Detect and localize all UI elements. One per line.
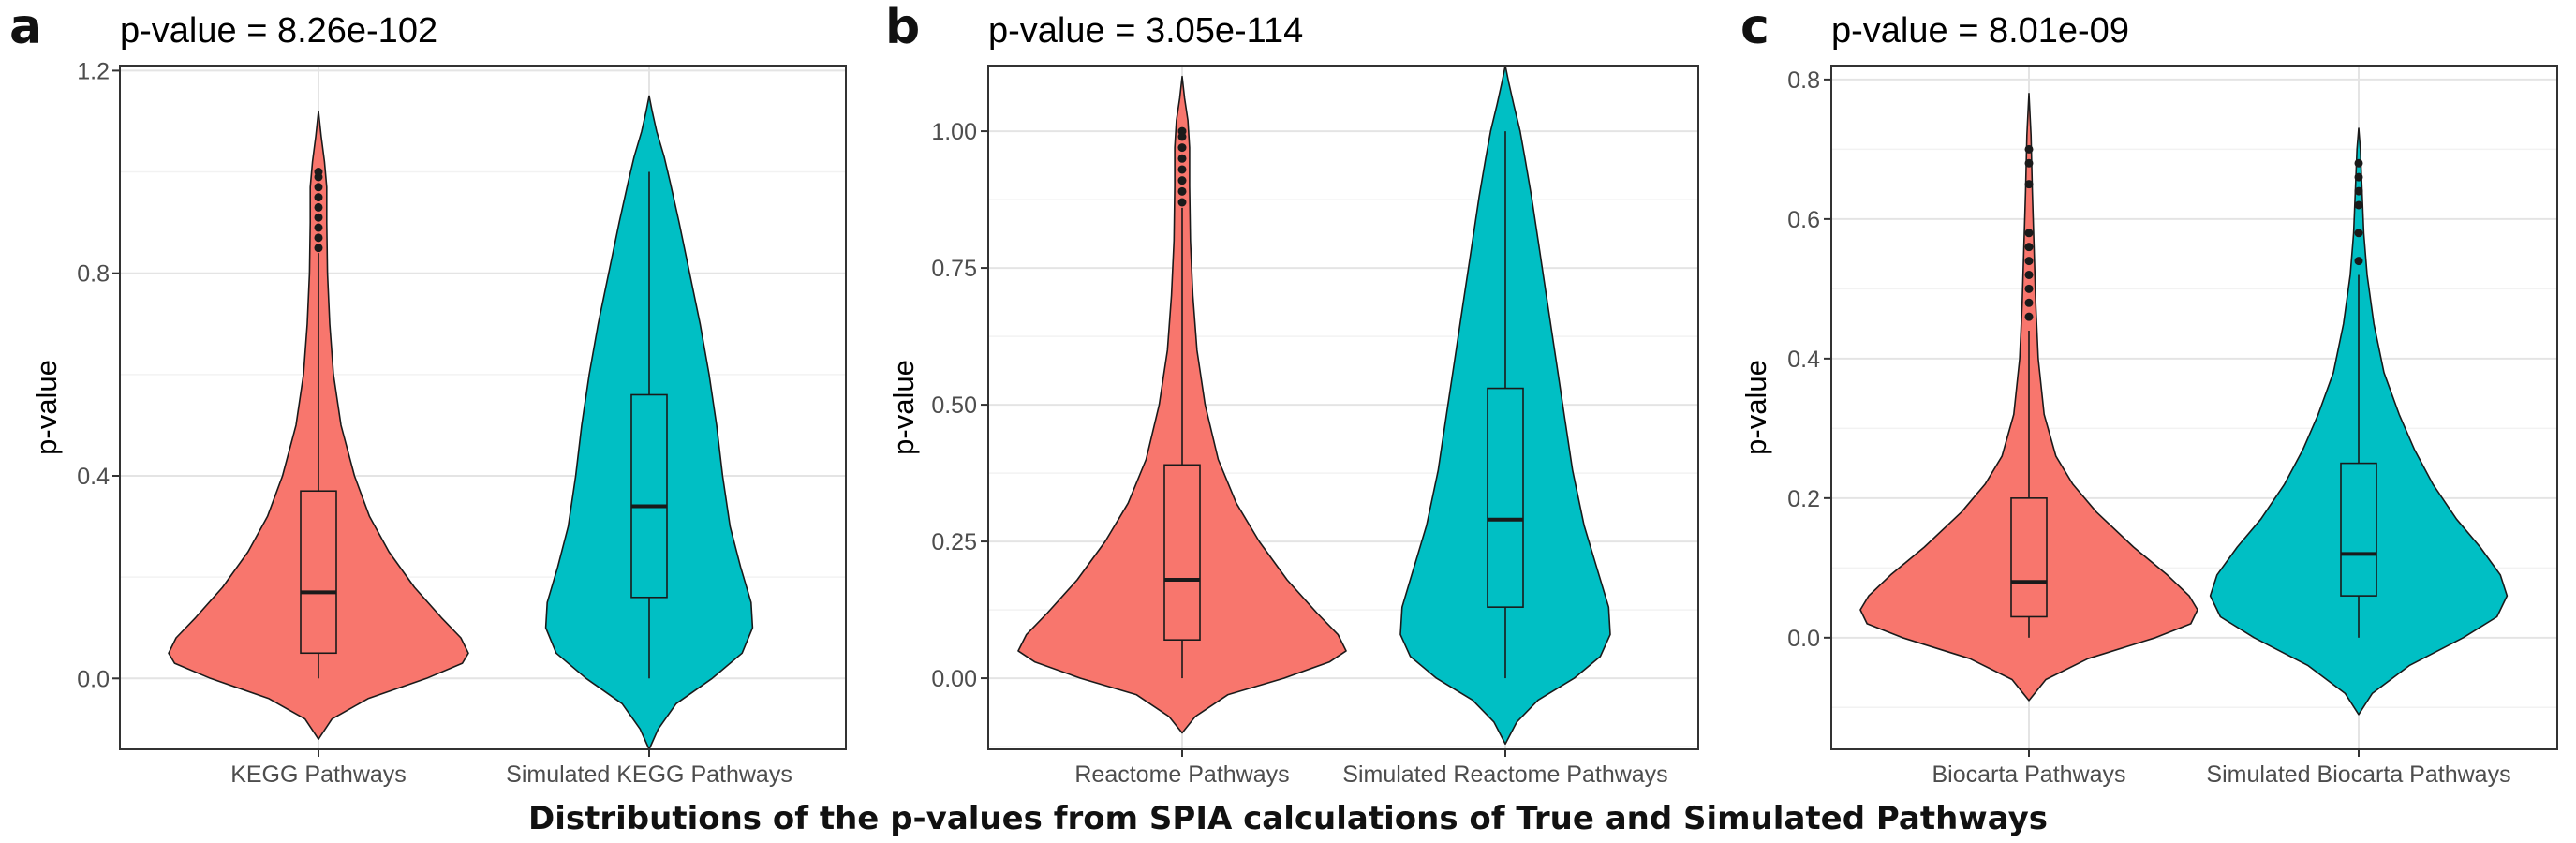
x-tick-label: KEGG Pathways: [230, 762, 407, 788]
y-tick-label: 0.00: [931, 666, 977, 692]
outlier-point: [2354, 158, 2363, 168]
outlier-point: [1177, 165, 1187, 174]
outlier-point: [2354, 257, 2363, 266]
outlier-point: [314, 244, 323, 253]
y-tick-label: 0.4: [1787, 347, 1820, 373]
outlier-point: [2024, 180, 2034, 189]
y-tick-label: 0.6: [1787, 207, 1820, 233]
box-iqr: [300, 490, 337, 655]
outlier-point: [314, 213, 323, 222]
outlier-point: [2354, 172, 2363, 182]
y-tick-label: 0.25: [931, 529, 977, 555]
outlier-point: [2024, 257, 2034, 266]
y-tick-label: 0.4: [77, 464, 110, 490]
outlier-point: [1177, 126, 1187, 136]
panel-c: c p-value = 8.01e-09 0.0 0.2 0.4 0.6 0.8 Bioc…: [1740, 0, 2558, 788]
panel-title-a: p-value = 8.26e-102: [120, 11, 437, 51]
box-iqr: [2340, 462, 2377, 597]
plot-area-a: 0.0 0.4 0.8 1.2 KEGG Pathways Simulated KEGG …: [30, 58, 847, 788]
panel-title-b: p-value = 3.05e-114: [988, 11, 1303, 51]
box-iqr: [630, 393, 668, 599]
y-axis-title: p-value: [30, 360, 63, 455]
outlier-point: [2024, 243, 2034, 252]
outlier-point: [2024, 284, 2034, 293]
panel-b: b p-value = 3.05e-114 0.00 0.25 0.50 0.75 1.…: [885, 0, 1699, 788]
y-tick-label: 0.50: [931, 392, 977, 419]
outlier-point: [314, 193, 323, 202]
y-tick-label: 0.8: [1787, 67, 1820, 94]
plot-area-c: 0.0 0.2 0.4 0.6 0.8 Biocarta Pathways Simulate…: [1740, 65, 2558, 788]
x-tick-label: Reactome Pathways: [1074, 762, 1289, 788]
outlier-point: [1177, 154, 1187, 163]
outlier-point: [2354, 229, 2363, 238]
outlier-point: [2024, 312, 2034, 321]
plot-frame: [1830, 65, 2558, 750]
plot-frame: [119, 65, 847, 750]
y-axis-title: p-value: [887, 360, 920, 455]
y-tick-label: 1.00: [931, 119, 977, 145]
x-tick-label: Biocarta Pathways: [1932, 762, 2125, 788]
outlier-point: [2024, 229, 2034, 238]
y-tick-label: 0.75: [931, 256, 977, 282]
outlier-point: [314, 202, 323, 212]
outlier-point: [2024, 270, 2034, 279]
y-tick-label: 0.0: [77, 666, 110, 692]
x-tick-label: Simulated Biocarta Pathways: [2206, 762, 2510, 788]
plot-frame: [987, 65, 1699, 750]
outlier-point: [2354, 200, 2363, 210]
outlier-point: [1177, 186, 1187, 196]
box-iqr: [1487, 387, 1524, 608]
panel-a: a p-value = 8.26e-102 0.0 0.4 0.8 1.2 KEGG P…: [9, 0, 847, 788]
box-iqr: [2010, 497, 2048, 618]
outlier-point: [2024, 298, 2034, 307]
outlier-point: [1177, 143, 1187, 153]
y-tick-label: 0.2: [1787, 486, 1820, 512]
outlier-point: [314, 183, 323, 192]
figure-caption: Distributions of the p-values from SPIA …: [528, 800, 2048, 837]
outlier-point: [2024, 144, 2034, 154]
panel-letter-a: a: [9, 0, 42, 55]
outlier-point: [2024, 158, 2034, 168]
y-axis-title: p-value: [1740, 360, 1772, 455]
panel-title-c: p-value = 8.01e-09: [1831, 11, 2129, 51]
outlier-point: [1177, 198, 1187, 207]
outlier-point: [314, 223, 323, 232]
y-tick-label: 0.0: [1787, 626, 1820, 652]
plot-area-b: 0.00 0.25 0.50 0.75 1.00 Reactome Pathways Sim…: [887, 65, 1699, 788]
y-tick-label: 0.8: [77, 261, 110, 288]
box-iqr: [1163, 464, 1201, 642]
outlier-point: [2354, 186, 2363, 196]
panel-letter-c: c: [1740, 0, 1769, 55]
x-tick-label: Simulated Reactome Pathways: [1342, 762, 1667, 788]
x-tick-label: Simulated KEGG Pathways: [506, 762, 792, 788]
outlier-point: [1177, 176, 1187, 185]
outlier-point: [314, 168, 323, 177]
outlier-point: [314, 233, 323, 243]
y-tick-label: 1.2: [77, 58, 110, 84]
panel-letter-b: b: [885, 0, 920, 55]
